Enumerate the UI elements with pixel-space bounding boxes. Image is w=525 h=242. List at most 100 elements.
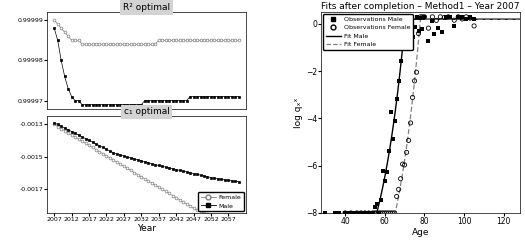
- Point: [462, 17, 470, 21]
- Point: [394, 79, 403, 83]
- Point: [351, 211, 359, 215]
- Point: [408, 35, 417, 39]
- Point: [470, 24, 478, 28]
- Point: [321, 211, 329, 215]
- Point: [428, 15, 437, 19]
- Point: [355, 211, 363, 215]
- Point: [369, 211, 377, 215]
- Point: [420, 15, 428, 19]
- Point: [341, 211, 349, 215]
- Point: [383, 170, 391, 174]
- Point: [404, 25, 413, 29]
- Point: [458, 15, 466, 19]
- Point: [418, 15, 427, 19]
- Point: [384, 211, 393, 215]
- Point: [391, 211, 399, 215]
- Point: [396, 177, 405, 181]
- Point: [401, 163, 409, 167]
- Point: [347, 211, 355, 215]
- Point: [411, 79, 419, 83]
- Point: [462, 15, 470, 19]
- Point: [381, 211, 389, 215]
- Point: [398, 46, 407, 50]
- Point: [363, 211, 371, 215]
- Point: [331, 211, 339, 215]
- Point: [414, 29, 423, 33]
- Point: [444, 15, 453, 19]
- Point: [376, 198, 385, 202]
- Title: R² optimal: R² optimal: [123, 3, 170, 12]
- Point: [416, 16, 425, 20]
- Point: [454, 15, 463, 19]
- Point: [450, 18, 458, 22]
- Point: [379, 169, 387, 173]
- Point: [391, 119, 399, 123]
- Point: [442, 15, 450, 19]
- Legend: Female, Male: Female, Male: [198, 192, 244, 211]
- Point: [416, 15, 425, 19]
- Legend: Observations Male, Observations Female, Fit Male, Fit Female: Observations Male, Observations Female, …: [323, 14, 413, 50]
- Point: [424, 26, 433, 30]
- Point: [398, 162, 407, 166]
- Point: [371, 211, 379, 215]
- Point: [366, 211, 375, 215]
- Point: [404, 138, 413, 142]
- Point: [371, 205, 379, 209]
- Point: [386, 110, 395, 114]
- Y-axis label: log qₓˣ: log qₓˣ: [294, 97, 303, 128]
- Point: [446, 15, 455, 19]
- Point: [406, 40, 415, 44]
- Point: [356, 211, 365, 215]
- Point: [411, 25, 419, 29]
- Point: [454, 15, 463, 19]
- Point: [424, 39, 433, 43]
- Point: [394, 188, 403, 191]
- Point: [430, 32, 438, 36]
- Point: [434, 26, 443, 30]
- Point: [440, 15, 448, 19]
- Point: [420, 15, 428, 19]
- Point: [466, 16, 474, 20]
- Point: [470, 17, 478, 21]
- Point: [341, 211, 349, 215]
- Point: [401, 15, 409, 19]
- Point: [396, 60, 405, 63]
- Point: [402, 151, 411, 154]
- Point: [365, 211, 373, 215]
- Point: [365, 211, 373, 215]
- Point: [384, 149, 393, 152]
- Point: [386, 211, 395, 215]
- Point: [381, 179, 389, 183]
- Point: [412, 70, 421, 74]
- Point: [402, 24, 411, 28]
- Point: [412, 15, 421, 19]
- Title: c₁ optimal: c₁ optimal: [123, 107, 170, 116]
- Point: [373, 202, 381, 206]
- Point: [376, 211, 385, 215]
- Point: [335, 211, 343, 215]
- Point: [458, 17, 466, 21]
- X-axis label: Age: Age: [412, 227, 429, 236]
- Point: [379, 211, 387, 215]
- Point: [383, 211, 391, 215]
- Point: [438, 30, 447, 33]
- Point: [432, 18, 440, 22]
- X-axis label: Year: Year: [137, 224, 156, 233]
- Point: [361, 211, 369, 215]
- Point: [393, 97, 401, 101]
- Point: [345, 211, 353, 215]
- Point: [466, 15, 474, 19]
- Point: [361, 211, 369, 215]
- Point: [353, 211, 361, 215]
- Point: [428, 19, 437, 23]
- Point: [388, 137, 397, 141]
- Point: [418, 27, 427, 31]
- Point: [406, 121, 415, 125]
- Point: [356, 211, 365, 215]
- Point: [393, 195, 401, 198]
- Point: [408, 96, 417, 99]
- Title: Fits after completion – Method1 – Year 2007: Fits after completion – Method1 – Year 2…: [321, 2, 520, 11]
- Point: [373, 211, 381, 215]
- Point: [414, 31, 423, 35]
- Point: [450, 24, 458, 28]
